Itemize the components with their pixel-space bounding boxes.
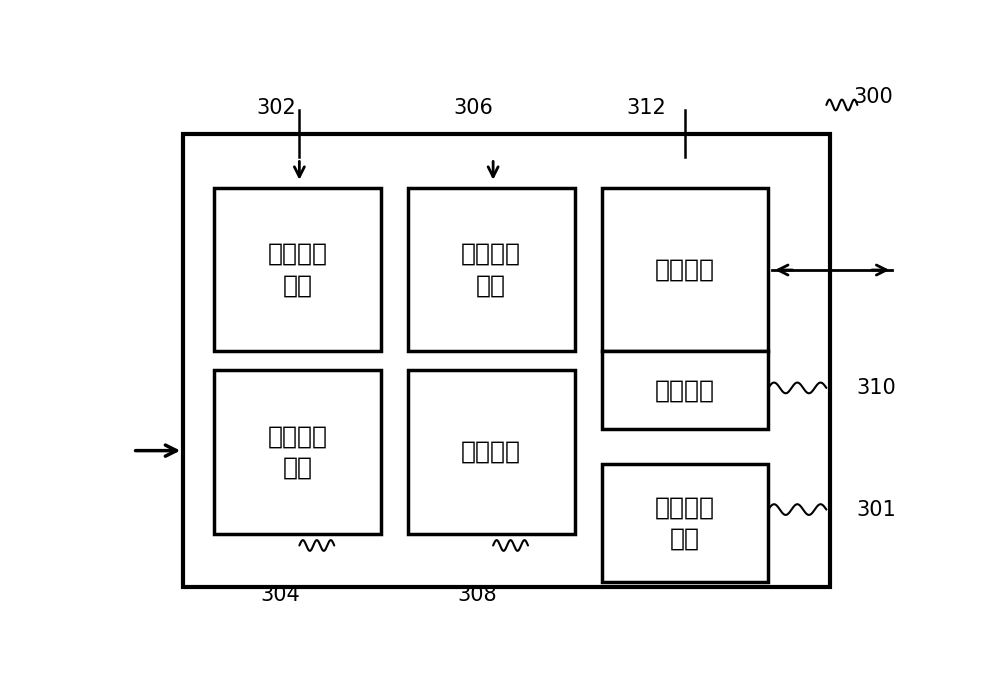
Text: 308: 308 <box>458 585 497 606</box>
Text: 磁场屏蔽
单元: 磁场屏蔽 单元 <box>655 495 715 551</box>
Bar <box>602 464 768 582</box>
Text: 电压测量
单元: 电压测量 单元 <box>267 424 327 480</box>
Bar <box>602 351 768 429</box>
Bar <box>408 188 574 351</box>
Bar <box>214 188 381 351</box>
Text: 300: 300 <box>853 87 893 107</box>
Text: 302: 302 <box>256 97 296 118</box>
Bar <box>183 134 830 587</box>
Text: 304: 304 <box>260 585 300 606</box>
Text: 312: 312 <box>626 97 666 118</box>
Text: 磁场测量
单元: 磁场测量 单元 <box>267 242 327 298</box>
Text: 控制单元: 控制单元 <box>461 440 521 464</box>
Bar <box>602 188 768 351</box>
Bar <box>214 370 381 534</box>
Text: 306: 306 <box>454 97 494 118</box>
Text: 通信单元: 通信单元 <box>655 258 715 282</box>
Text: 存储单元: 存储单元 <box>655 379 715 402</box>
Bar <box>408 370 574 534</box>
Text: 310: 310 <box>857 378 897 398</box>
Text: 温度测量
单元: 温度测量 单元 <box>461 242 521 298</box>
Text: 301: 301 <box>857 500 897 520</box>
